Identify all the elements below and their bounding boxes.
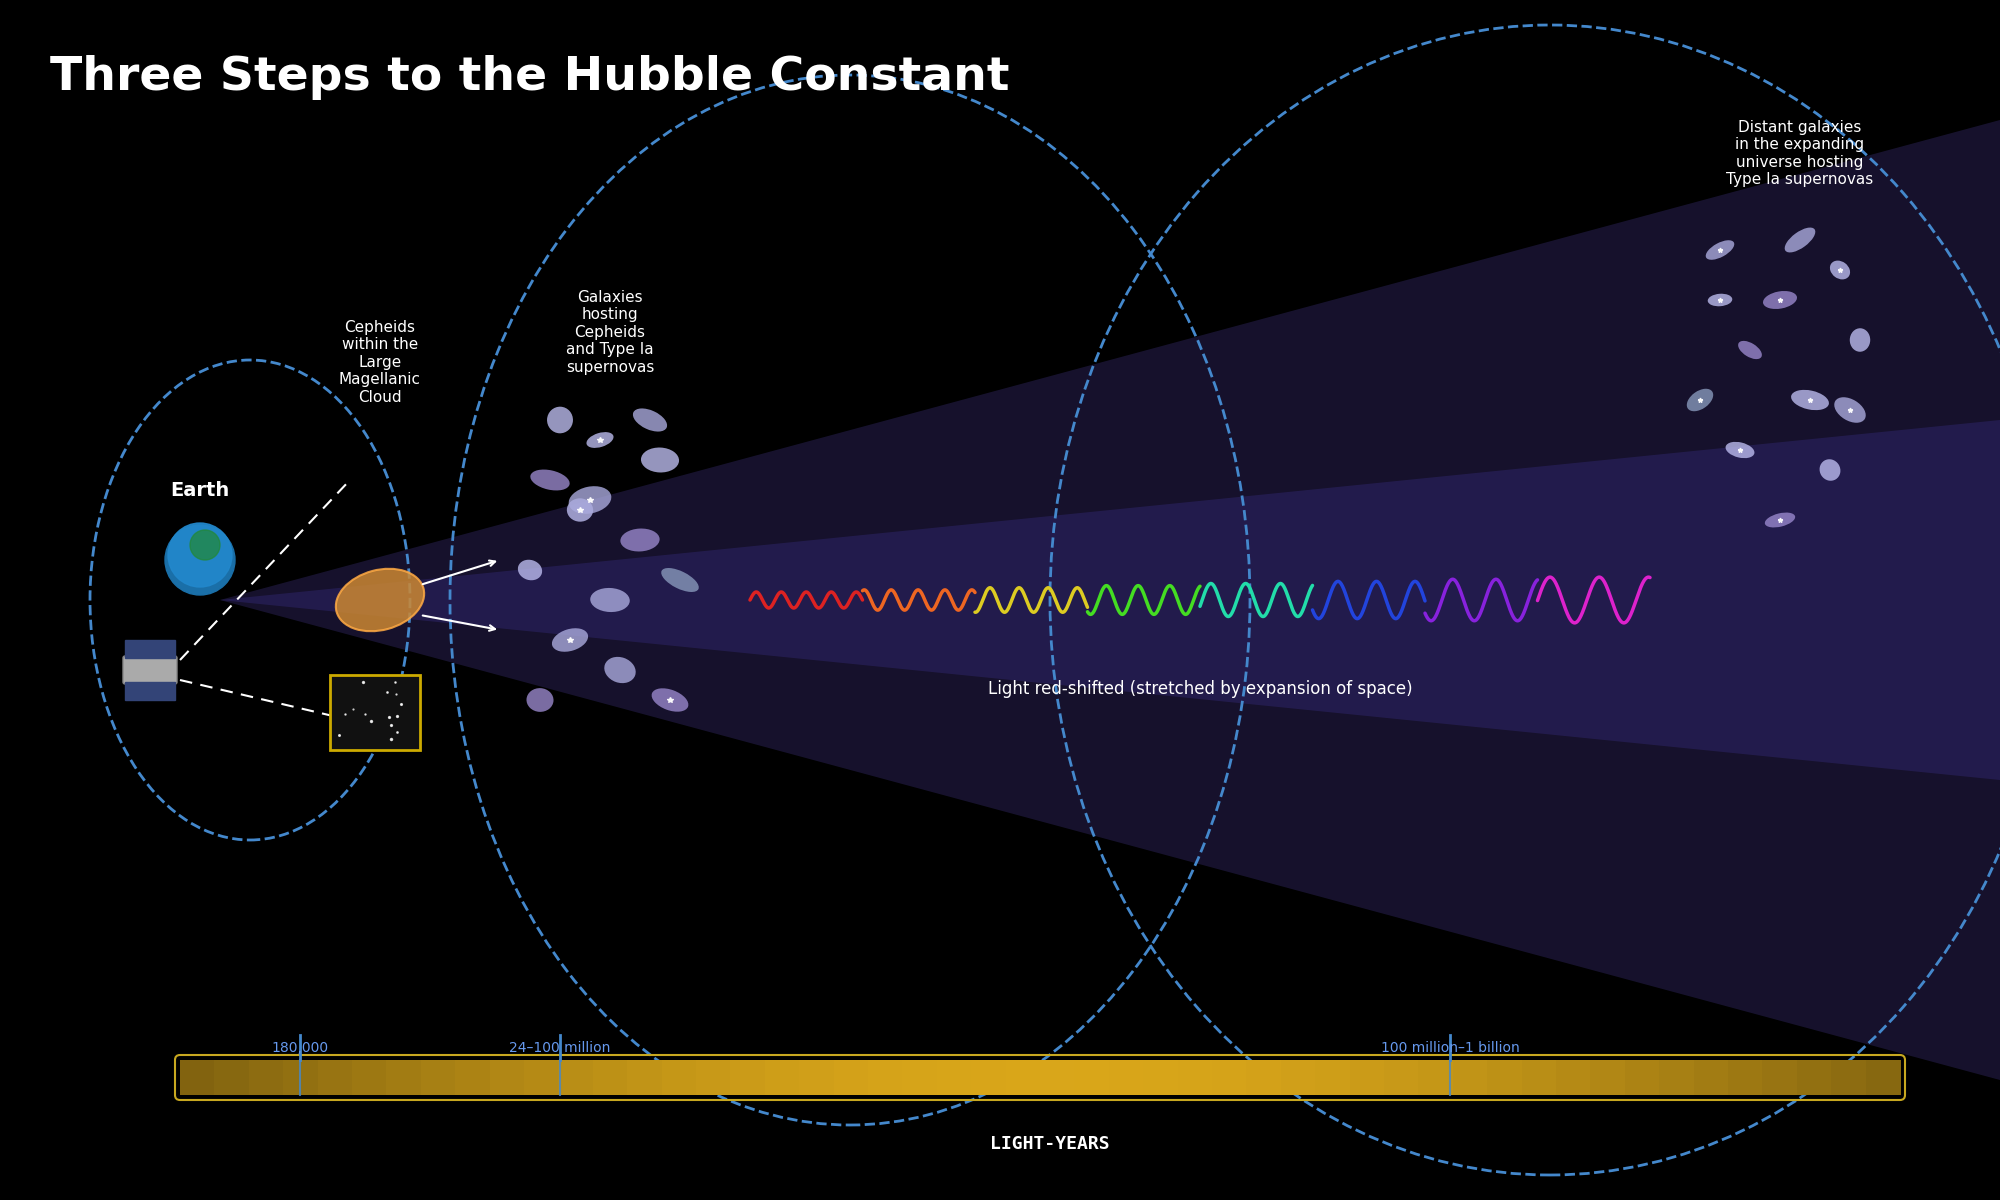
Text: 100 million–1 billion: 100 million–1 billion xyxy=(1380,1040,1520,1055)
Bar xyxy=(1694,1060,1728,1094)
Bar xyxy=(1832,1060,1866,1094)
Circle shape xyxy=(190,530,220,560)
Bar xyxy=(180,1060,216,1094)
Ellipse shape xyxy=(552,629,588,652)
Bar xyxy=(1384,1060,1420,1094)
Bar xyxy=(730,1060,766,1094)
Bar xyxy=(248,1060,284,1094)
Bar xyxy=(1246,1060,1282,1094)
Bar xyxy=(662,1060,696,1094)
Text: Three Steps to the Hubble Constant: Three Steps to the Hubble Constant xyxy=(50,55,1010,100)
Bar xyxy=(1074,1060,1110,1094)
Bar xyxy=(1006,1060,1040,1094)
Ellipse shape xyxy=(652,689,688,712)
Bar xyxy=(1350,1060,1384,1094)
Ellipse shape xyxy=(1726,442,1754,458)
Bar xyxy=(214,1060,250,1094)
Ellipse shape xyxy=(566,498,594,522)
Bar xyxy=(558,1060,594,1094)
Polygon shape xyxy=(220,420,2000,780)
Bar xyxy=(1108,1060,1144,1094)
Ellipse shape xyxy=(336,569,424,631)
FancyBboxPatch shape xyxy=(124,656,176,684)
Bar xyxy=(1452,1060,1488,1094)
Ellipse shape xyxy=(662,568,698,592)
Bar xyxy=(1556,1060,1592,1094)
Ellipse shape xyxy=(1820,460,1840,481)
Polygon shape xyxy=(220,120,2000,1080)
Bar xyxy=(1660,1060,1694,1094)
Bar xyxy=(1144,1060,1178,1094)
Bar xyxy=(124,682,176,700)
Ellipse shape xyxy=(1738,341,1762,359)
Ellipse shape xyxy=(548,407,572,433)
Ellipse shape xyxy=(586,432,614,448)
Circle shape xyxy=(168,523,232,587)
Ellipse shape xyxy=(1686,389,1714,412)
Text: Galaxies
hosting
Cepheids
and Type Ia
supernovas: Galaxies hosting Cepheids and Type Ia su… xyxy=(566,290,654,374)
Ellipse shape xyxy=(530,469,570,491)
Bar xyxy=(1796,1060,1832,1094)
Ellipse shape xyxy=(1834,397,1866,422)
Bar xyxy=(1762,1060,1798,1094)
Ellipse shape xyxy=(1850,329,1870,352)
Bar xyxy=(490,1060,524,1094)
Bar xyxy=(868,1060,904,1094)
Ellipse shape xyxy=(1830,260,1850,280)
Ellipse shape xyxy=(1792,390,1828,410)
FancyBboxPatch shape xyxy=(330,674,420,750)
Bar xyxy=(386,1060,422,1094)
Ellipse shape xyxy=(526,688,554,712)
Bar xyxy=(1280,1060,1316,1094)
Ellipse shape xyxy=(1784,228,1816,252)
Bar xyxy=(1178,1060,1212,1094)
Text: Earth: Earth xyxy=(170,481,230,500)
Circle shape xyxy=(164,526,236,595)
Bar xyxy=(1728,1060,1764,1094)
Bar xyxy=(592,1060,628,1094)
Bar xyxy=(764,1060,800,1094)
Ellipse shape xyxy=(1706,240,1734,259)
Bar xyxy=(628,1060,662,1094)
Bar xyxy=(1624,1060,1660,1094)
Text: Light red-shifted (stretched by expansion of space): Light red-shifted (stretched by expansio… xyxy=(988,680,1412,698)
Text: Cepheids
within the
Large
Magellanic
Cloud: Cepheids within the Large Magellanic Clo… xyxy=(340,320,420,404)
Ellipse shape xyxy=(604,656,636,683)
Bar xyxy=(1212,1060,1248,1094)
Ellipse shape xyxy=(632,408,668,432)
Bar xyxy=(1040,1060,1076,1094)
Bar xyxy=(524,1060,560,1094)
Bar xyxy=(902,1060,938,1094)
Bar xyxy=(352,1060,388,1094)
Bar xyxy=(284,1060,318,1094)
Bar xyxy=(124,640,176,658)
Bar xyxy=(318,1060,352,1094)
Ellipse shape xyxy=(640,448,680,473)
Text: LIGHT-YEARS: LIGHT-YEARS xyxy=(990,1135,1110,1153)
Bar xyxy=(936,1060,972,1094)
Bar xyxy=(456,1060,490,1094)
Bar xyxy=(1590,1060,1626,1094)
Bar xyxy=(1418,1060,1454,1094)
Ellipse shape xyxy=(1764,512,1796,528)
Ellipse shape xyxy=(568,486,612,514)
Bar xyxy=(696,1060,732,1094)
Ellipse shape xyxy=(1764,292,1796,308)
Bar xyxy=(1866,1060,1900,1094)
Ellipse shape xyxy=(1708,294,1732,306)
Text: 24–100 million: 24–100 million xyxy=(510,1040,610,1055)
Ellipse shape xyxy=(590,588,630,612)
Ellipse shape xyxy=(518,559,542,581)
Bar xyxy=(1522,1060,1556,1094)
Text: 180,000: 180,000 xyxy=(272,1040,328,1055)
Text: Distant galaxies
in the expanding
universe hosting
Type Ia supernovas: Distant galaxies in the expanding univer… xyxy=(1726,120,1874,187)
Bar xyxy=(800,1060,834,1094)
Bar xyxy=(1488,1060,1522,1094)
Bar xyxy=(1316,1060,1350,1094)
Bar xyxy=(420,1060,456,1094)
Ellipse shape xyxy=(620,528,660,552)
Bar xyxy=(834,1060,868,1094)
Bar xyxy=(972,1060,1006,1094)
